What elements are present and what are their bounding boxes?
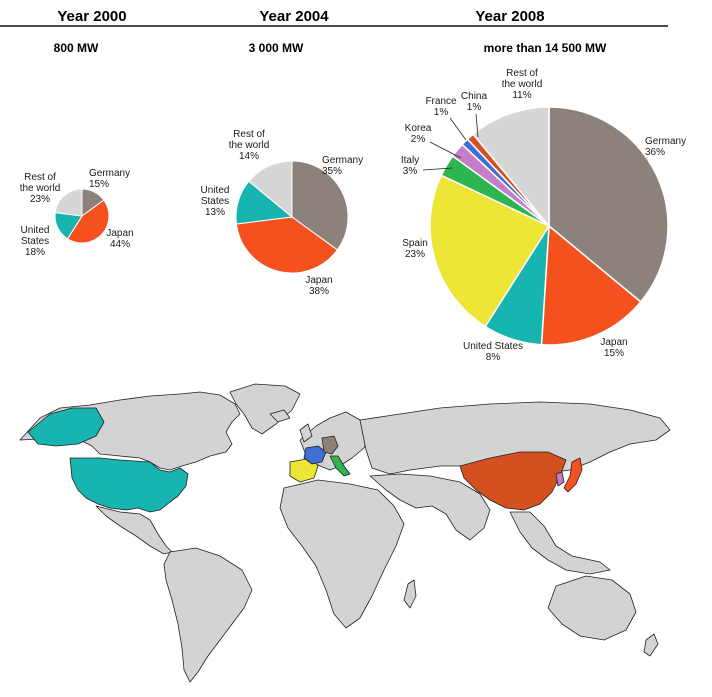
pie-slice-1-rest-of-the-world <box>248 160 293 219</box>
title-2004: Year 2004 <box>259 8 329 25</box>
subtitle-2000: 800 MW <box>54 41 99 55</box>
pie-label-0-germany: Germany 15% <box>89 168 130 190</box>
map-madagascar <box>403 579 417 609</box>
leader-line-france <box>449 117 467 141</box>
world-map <box>19 383 671 683</box>
pie-label-0-rest-of-the-world: Rest of the world 23% <box>20 172 61 205</box>
subtitle-2008: more than 14 500 MW <box>484 41 607 55</box>
pie-label-2-italy: Italy 3% <box>401 155 419 177</box>
pie-label-2-korea: Korea 2% <box>405 123 432 145</box>
map-italy <box>329 455 351 477</box>
map-new-zealand <box>643 633 659 657</box>
leader-line-china <box>475 113 479 138</box>
pie-slice-0-rest-of-the-world <box>54 188 83 217</box>
pie-slice-0-japan <box>66 199 110 244</box>
pie-slice-2-rest-of-the-world <box>472 106 550 229</box>
map-uk <box>299 423 313 443</box>
pie-label-2-germany: Germany 36% <box>645 136 686 158</box>
pie-slice-2-japan <box>540 224 642 346</box>
map-australia <box>547 575 637 641</box>
pie-label-2-japan: Japan 15% <box>600 337 627 359</box>
map-central-america <box>95 505 173 555</box>
pie-charts: Germany 15% Japan 44% United States 18% Rest of… <box>20 68 686 363</box>
map-greenland <box>229 383 301 435</box>
map-korea <box>555 471 565 487</box>
leader-line-italy <box>422 167 453 171</box>
pie-label-1-germany: Germany 35% <box>322 155 363 177</box>
pie-label-2-china: China 1% <box>461 91 488 113</box>
map-iceland <box>269 409 291 423</box>
pie-label-0-united-states: United States 18% <box>21 225 50 258</box>
pie-label-1-japan: Japan 38% <box>305 275 332 297</box>
map-france <box>303 445 327 465</box>
pie-slice-2-germany <box>548 106 669 303</box>
pie-label-2-rest-of-the-world: Rest of the world 11% <box>502 68 543 101</box>
title-2008: Year 2008 <box>475 8 544 25</box>
map-russia-asia <box>359 401 671 475</box>
pie-slice-1-japan <box>235 216 339 274</box>
title-2000: Year 2000 <box>57 8 126 25</box>
pie-label-2-united-states: United States 8% <box>463 341 523 363</box>
pie-label-2-france: France 1% <box>425 96 457 118</box>
map-china <box>459 451 567 511</box>
map-middle-east-india <box>369 473 491 541</box>
map-germany <box>321 435 339 455</box>
pie-slice-2-spain <box>429 174 551 328</box>
map-alaska <box>27 407 105 447</box>
map-south-america <box>163 547 253 683</box>
leader-line-korea <box>429 141 462 159</box>
map-africa <box>279 479 405 629</box>
pie-slice-1-germany <box>291 160 349 251</box>
map-usa <box>69 457 189 513</box>
pie-label-1-united-states: United States 13% <box>201 185 230 218</box>
pie-label-2-spain: Spain 23% <box>402 238 428 260</box>
subtitle-2004: 3 000 MW <box>249 41 304 55</box>
map-southeast-asia <box>509 511 611 575</box>
pie-label-0-japan: Japan 44% <box>106 228 133 250</box>
map-japan <box>563 457 583 493</box>
pie-label-1-rest-of-the-world: Rest of the world 14% <box>229 129 270 162</box>
